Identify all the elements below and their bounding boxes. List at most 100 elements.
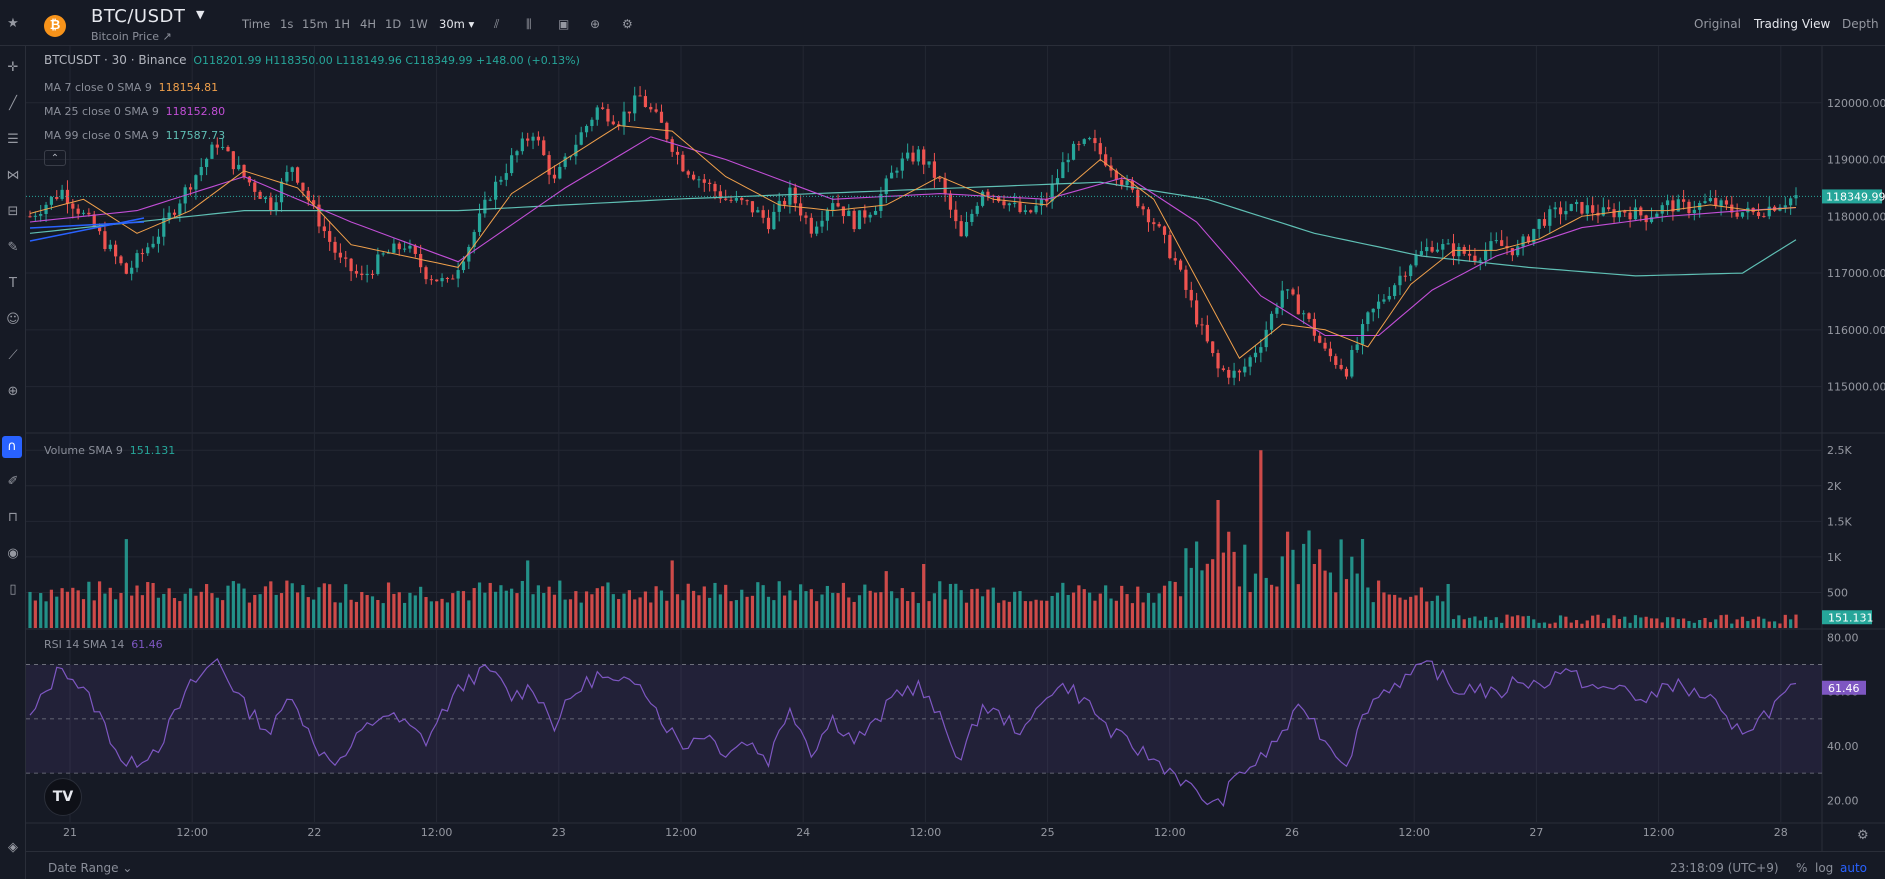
ruler-icon[interactable]: ⟋ — [8, 348, 18, 363]
auto-scale-toggle[interactable]: auto — [1840, 861, 1868, 875]
candle-body — [1178, 260, 1183, 270]
candle-body — [1676, 199, 1680, 212]
chevron-down-icon[interactable]: ▼ — [196, 8, 205, 21]
rsi-last-label: 61.46 — [1828, 682, 1860, 695]
volume-bar — [1237, 586, 1242, 628]
volume-bar — [1521, 616, 1525, 628]
chart-area[interactable]: 21 12:00 22 12:00 23 12:00 24 12:00 25 12:00 26 12:… — [26, 46, 1885, 851]
volume-bar — [675, 594, 680, 628]
volume-tick-label: 2.5K — [1827, 444, 1852, 457]
clock-readout[interactable]: 23:18:09 (UTC+9) — [1670, 861, 1779, 875]
trend-line-icon[interactable]: ╱ — [9, 96, 17, 111]
volume-bar — [1526, 615, 1531, 628]
camera-icon[interactable]: ▣ — [558, 17, 570, 31]
tab-30m[interactable]: 30m ▾ — [439, 17, 475, 31]
candle-body — [895, 170, 899, 173]
settings-icon[interactable]: ⚙ — [622, 17, 633, 31]
volume-bar — [119, 592, 123, 628]
candle-body — [825, 210, 829, 221]
text-icon[interactable]: T — [9, 276, 17, 291]
tab-15m[interactable]: 15m — [302, 17, 328, 31]
volume-bar — [1414, 595, 1418, 628]
horizontal-lines-icon[interactable]: ☰ — [7, 132, 19, 147]
symbol-selector[interactable]: BTC/USDT — [91, 6, 186, 27]
volume-bar — [1366, 587, 1370, 628]
volume-bar — [1376, 580, 1381, 628]
candle-body — [815, 226, 819, 234]
candle-body — [1500, 240, 1504, 246]
tab-4h[interactable]: 4H — [360, 17, 376, 31]
indicator-icon[interactable]: ⫽ — [494, 17, 500, 31]
tab-1s[interactable]: 1s — [280, 17, 294, 31]
last-price-badge — [1822, 189, 1882, 204]
volume-bar — [28, 591, 32, 628]
ma25-value: 118152.80 — [165, 105, 226, 118]
volume-bar — [226, 585, 230, 628]
eye-icon[interactable]: ◉ — [7, 546, 19, 561]
candle-body — [1692, 209, 1696, 214]
time-tick-label: 12:00 — [910, 826, 942, 839]
percent-scale-toggle[interactable]: % — [1796, 861, 1808, 875]
volume-bar — [263, 586, 268, 628]
candle-body — [1130, 180, 1135, 190]
candle-body — [611, 121, 615, 125]
view-depth[interactable]: Depth — [1842, 17, 1879, 31]
volume-bar — [33, 600, 37, 628]
candle-body — [1355, 344, 1359, 350]
view-original[interactable]: Original — [1694, 17, 1741, 31]
measure-icon[interactable]: ⊟ — [7, 204, 19, 219]
volume-bar — [841, 582, 846, 628]
candle-type-icon[interactable]: ⫼ — [526, 17, 532, 31]
candle-body — [1189, 289, 1193, 301]
candle-body — [654, 109, 658, 112]
time-tick-label: 22 — [307, 826, 321, 839]
star-icon[interactable]: ★ — [7, 16, 19, 31]
candle-body — [1029, 210, 1033, 213]
last-price-label: 118349.99 — [1826, 190, 1885, 203]
trend-line-drawing — [29, 217, 145, 242]
axis-settings-icon[interactable]: ⚙ — [1857, 828, 1869, 843]
volume-bar — [1478, 620, 1482, 628]
candle-body — [740, 197, 744, 201]
volume-bar — [1130, 603, 1135, 628]
volume-bar — [643, 591, 648, 628]
collapse-legend-button[interactable]: ⌃ — [44, 150, 66, 166]
candle-body — [1446, 243, 1450, 245]
tradingview-logo[interactable]: TV — [44, 778, 82, 816]
drawing-toolbar: ★ ✛ ╱ ☰ ⋈ ⊟ ✎ T ☺ ⟋ ⊕ ∩ ✐ ⊓ ◉ ▯ ◈ — [0, 16, 26, 879]
symbol-subtitle-link[interactable]: Bitcoin Price ↗ — [91, 30, 172, 43]
volume-bar — [1746, 621, 1750, 628]
candle-body — [397, 243, 401, 250]
volume-bar — [1467, 617, 1472, 628]
candle-body — [997, 195, 1001, 202]
lock-drawings-icon[interactable]: ✐ — [7, 474, 19, 489]
emoji-icon[interactable]: ☺ — [6, 312, 20, 327]
zoom-icon[interactable]: ⊕ — [7, 384, 19, 399]
layers-icon[interactable]: ◈ — [8, 840, 18, 855]
candle-body — [1639, 207, 1643, 216]
volume-bar — [1553, 622, 1557, 628]
candle-body — [408, 245, 412, 249]
tab-1h[interactable]: 1H — [334, 17, 350, 31]
volume-bar — [1296, 584, 1300, 628]
view-trading-view[interactable]: Trading View — [1754, 17, 1831, 31]
tab-1d[interactable]: 1D — [385, 17, 402, 31]
legend-volume: Volume SMA 9 151.131 — [44, 443, 178, 457]
crosshair-icon[interactable]: ✛ — [7, 60, 19, 75]
tab-time[interactable]: Time — [242, 17, 271, 31]
tab-1w[interactable]: 1W — [409, 17, 428, 31]
pattern-icon[interactable]: ⋈ — [6, 168, 20, 183]
add-icon[interactable]: ⊕ — [590, 17, 601, 31]
volume-bar — [242, 588, 246, 628]
magnet-icon[interactable]: ∩ — [2, 436, 22, 458]
log-scale-toggle[interactable]: log — [1815, 861, 1834, 875]
volume-bar — [1794, 614, 1798, 628]
lock-icon[interactable]: ⊓ — [7, 510, 19, 525]
brush-icon[interactable]: ✎ — [7, 240, 19, 255]
volume-bar — [1698, 620, 1702, 628]
volume-bar — [686, 583, 690, 628]
trash-icon[interactable]: ▯ — [9, 582, 17, 597]
candle-body — [429, 279, 433, 281]
price-tick-label: 119000.00 — [1827, 154, 1885, 167]
date-range-button[interactable]: Date Range ⌄ — [48, 861, 133, 875]
